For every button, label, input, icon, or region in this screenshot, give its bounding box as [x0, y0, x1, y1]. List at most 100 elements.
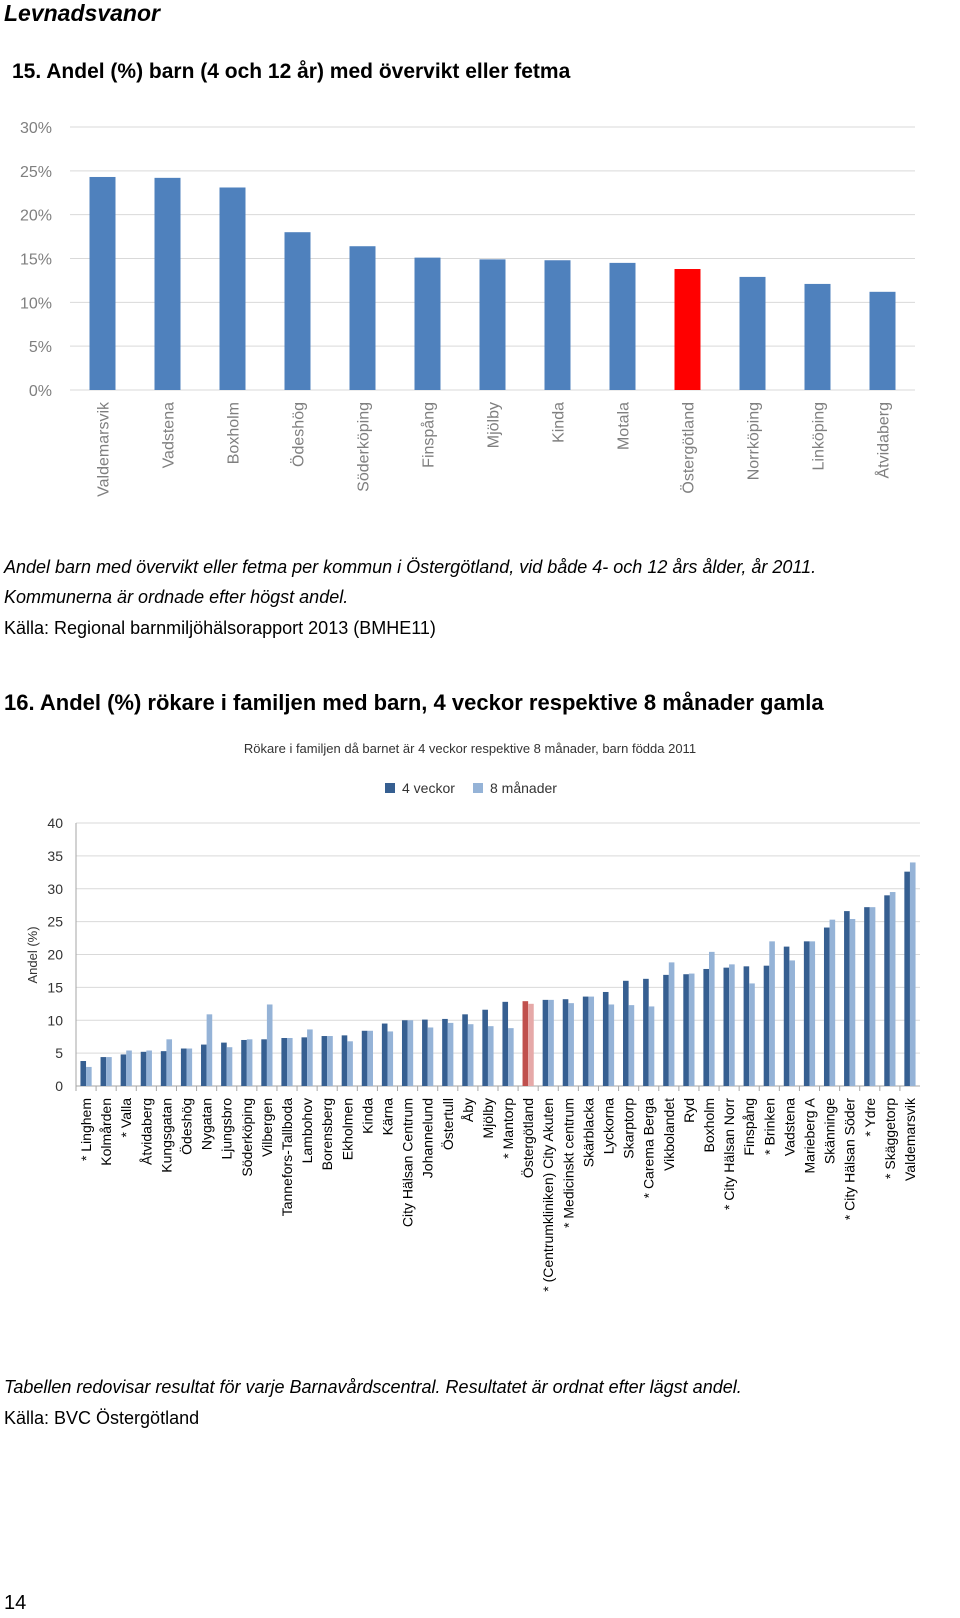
chart2-x-tick-nygatan: Nygatan — [199, 1098, 215, 1150]
chart2-x-tick-tannefors-tallboda: Tannefors-Tallboda — [279, 1098, 295, 1217]
chart2-x-tick-skäggetorp: * Skäggetorp — [882, 1098, 898, 1179]
chart2-x-tick-valla: * Valla — [118, 1098, 134, 1138]
chart2-bar-8-månader-åby — [467, 1024, 474, 1086]
chart2-x-tick-kärna: Kärna — [379, 1098, 395, 1136]
chart2-x-tick-ydre: * Ydre — [862, 1098, 878, 1137]
chart2-x-tick-söderköping: Söderköping — [239, 1098, 255, 1177]
chart2-bar-4-veckor-borensberg — [321, 1036, 328, 1086]
chart1-x-tick-norrköping: Norrköping — [746, 402, 763, 480]
chart2-bar-8-månader-vilbergen — [266, 1004, 273, 1086]
chart2-y-tick: 20 — [47, 947, 63, 963]
chart2-bar-8-månader-skänninge — [829, 919, 836, 1086]
legend-label-4-veckor: 4 veckor — [402, 780, 455, 796]
chart2-bar-8-månader-borensberg — [327, 1036, 333, 1086]
chart2-y-tick: 0 — [55, 1078, 63, 1094]
chart2-x-tick-åtvidaberg: Åtvidaberg — [138, 1098, 154, 1165]
chart2-y-tick-labels: 0 5 10 15 20 25 30 35 40 — [47, 815, 63, 1094]
chart2-bar-4-veckor-vikbolandet — [663, 974, 669, 1086]
chart1-x-tick-valdemarsvik: Valdemarsvik — [96, 401, 113, 497]
chart2-bar-8-månader-vadstena — [789, 960, 795, 1086]
chart2-bar-4-veckor-ryd — [683, 974, 689, 1086]
chart2-x-tick-kungsgatan: Kungsgatan — [158, 1098, 174, 1173]
chart2-x-tick-medicinskt-centrum: * Medicinskt centrum — [560, 1098, 576, 1228]
chart2-x-tick-brinken: * Brinken — [761, 1098, 777, 1155]
chart2-bar-4-veckor-skärblacka — [582, 996, 589, 1086]
chart2-gridlines — [75, 822, 920, 1091]
chart1-x-tick-vadstena: Vadstena — [161, 402, 178, 469]
chart2-bar-8-månader-ekholmen — [347, 1041, 353, 1086]
chart2-bar-8-månader-skäggetorp — [889, 892, 896, 1086]
chart1-bar-motala — [609, 262, 636, 390]
chart2-x-tick-city-hälsan-söder: * City Hälsan Söder — [842, 1098, 858, 1221]
chart2-x-tick-mjölby: Mjölby — [480, 1098, 496, 1138]
chart2-bar-4-veckor-skänninge — [823, 927, 830, 1086]
chart1-x-tick-motala: Motala — [616, 402, 633, 450]
chart1-y-tick: 30% — [20, 120, 52, 137]
chart2-x-tick-vilbergen: Vilbergen — [259, 1098, 275, 1157]
chart1-y-tick: 25% — [20, 164, 52, 181]
chart2-bar-8-månader-söderköping — [246, 1039, 253, 1086]
chart2-x-tick-ekholmen: Ekholmen — [339, 1098, 355, 1160]
chart2-x-tick-finspång: Finspång — [741, 1098, 757, 1156]
chart2-y-tick: 25 — [47, 914, 63, 930]
chart2-bar-4-veckor-kinda — [361, 1030, 368, 1086]
chart2-bar-4-veckor-city-hälsan-norr — [723, 967, 730, 1086]
chart2-bar-4-veckor-tannefors-tallboda — [281, 1038, 287, 1086]
chart2-bar-8-månader-kolmården — [106, 1057, 112, 1086]
chart1-caption-line1: Andel barn med övervikt eller fetma per … — [4, 557, 817, 577]
chart2-x-tick-valdemarsvik: Valdemarsvik — [902, 1097, 918, 1181]
chart1-bar-ödeshög — [284, 232, 311, 390]
chart1-y-tick: 15% — [20, 252, 52, 269]
chart2-bar-4-veckor-ödeshög — [180, 1048, 187, 1086]
chart2-bar-8-månader-skarptorp — [628, 1005, 635, 1086]
chart2-bar-4-veckor-östertull — [442, 1018, 448, 1086]
chart2-bar-4-veckor-brinken — [763, 965, 770, 1086]
chart2-x-tick-åby: Åby — [460, 1098, 476, 1122]
chart1-bars — [89, 176, 896, 390]
chart1-y-tick: 0% — [29, 383, 52, 400]
chart1-bar-söderköping — [349, 246, 376, 390]
chart2-bar-8-månader-ryd — [688, 973, 695, 1086]
chart1-bar-östergötland — [674, 269, 701, 390]
chart2-x-tick-labels: * Linghem Kolmården * Valla Åtvidaberg Kungs… — [78, 1097, 918, 1292]
chart2-bar-8-månader-marieberg-a — [809, 941, 816, 1086]
chart2-bar-4-veckor-finspång — [743, 966, 750, 1086]
chart1-bar-åtvidaberg — [869, 291, 896, 390]
chart2-bar-4-veckor-åtvidaberg — [140, 1051, 147, 1086]
chart1-x-tick-mjölby: Mjölby — [486, 402, 503, 448]
chart2-bar-8-månader-city-hälsan-centrum — [407, 1020, 414, 1086]
chart1-x-tick-labels: Valdemarsvik Vadstena Boxholm Ödeshög Söderk… — [96, 401, 893, 497]
chart2-bar-8-månader-ödeshög — [186, 1048, 193, 1086]
chart2-bar-4-veckor-valdemarsvik — [904, 871, 910, 1086]
chart1-x-tick-östergötland: Östergötland — [680, 402, 698, 494]
chart2-x-tick-lyckorna: Lyckorna — [601, 1098, 617, 1155]
chart2-bar-8-månader-kungsgatan — [166, 1039, 173, 1086]
chart2-x-tick-johannelund: Johannelund — [420, 1098, 436, 1178]
chart2-bar-8-månader-ljungsbro — [226, 1047, 233, 1086]
chart2-bars — [80, 862, 916, 1086]
chart2-bar-4-veckor-centrumkliniken-city-akuten — [542, 999, 549, 1086]
chart1-bar-mjölby — [479, 259, 506, 390]
chart2-bar-4-veckor-kärna — [381, 1023, 388, 1086]
chart1-heading: 15. Andel (%) barn (4 och 12 år) med öve… — [12, 60, 571, 83]
chart2-bar-8-månader-city-hälsan-söder — [849, 918, 856, 1086]
chart2-bar-4-veckor-östergötland — [522, 1001, 529, 1086]
chart2-x-tick-kinda: Kinda — [359, 1098, 375, 1134]
chart2-y-axis-label: Andel (%) — [25, 926, 40, 983]
chart2-bar-4-veckor-lambohov — [301, 1037, 308, 1086]
chart2-legend: 4 veckor 8 månader — [385, 780, 557, 796]
chart1-x-tick-boxholm: Boxholm — [226, 402, 243, 464]
chart2-bar-4-veckor-ljungsbro — [221, 1042, 227, 1086]
chart2-bar-4-veckor-lyckorna — [602, 991, 609, 1086]
chart1-y-tick: 10% — [20, 295, 52, 312]
chart2-x-tick-linghem: * Linghem — [78, 1098, 94, 1161]
chart1-bar-boxholm — [219, 187, 246, 390]
chart2-x-tick-skarptorp: Skarptorp — [621, 1098, 637, 1159]
chart2-x-tick-city-hälsan-centrum: City Hälsan Centrum — [400, 1098, 416, 1227]
chart2-bar-4-veckor-söderköping — [241, 1039, 247, 1086]
chart1-x-tick-söderköping: Söderköping — [356, 402, 373, 492]
chart2-y-tick: 10 — [47, 1012, 63, 1028]
chart2-source: Källa: BVC Östergötland — [4, 1408, 200, 1428]
chart2-bar-8-månader-östergötland — [528, 1003, 534, 1086]
chart2-bar-4-veckor-medicinskt-centrum — [562, 999, 569, 1086]
